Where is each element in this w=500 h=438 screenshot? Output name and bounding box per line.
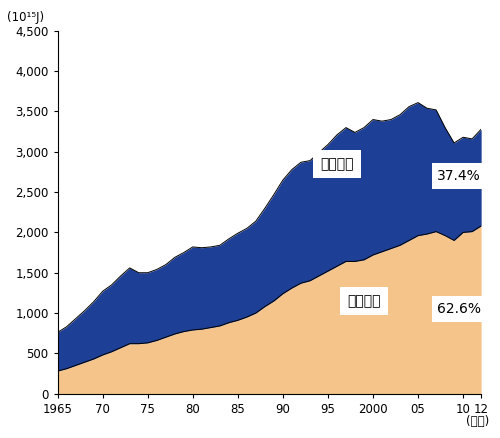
Text: (年度): (年度) [466,415,489,428]
Text: 貨物部門: 貨物部門 [320,157,354,171]
Text: 旅客部門: 旅客部門 [347,294,380,308]
Text: 37.4%: 37.4% [438,169,481,183]
Text: 62.6%: 62.6% [437,302,481,316]
Text: (10¹⁵J): (10¹⁵J) [7,11,44,24]
